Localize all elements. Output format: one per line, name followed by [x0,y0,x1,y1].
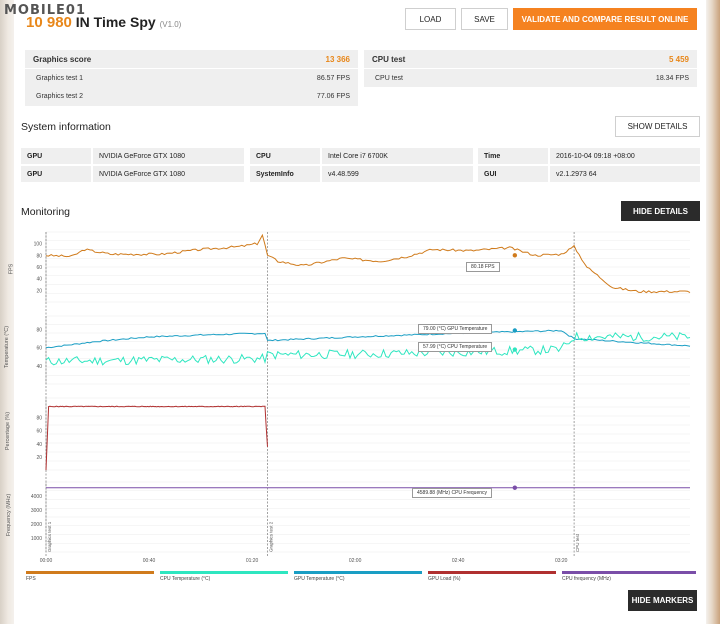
series-cpu-temperature-c- [45,331,691,366]
tooltip-cpu-temp: 57.99 (°C) CPU Temperature [418,342,493,352]
cpu-score-value: 5 459 [668,54,689,64]
gpu-temp-hover-dot [512,328,518,333]
pct-tick-label: 40 [36,442,42,448]
sysinfo-time: Time 2016-10-04 09:18 +08:00 [478,148,700,164]
hide-details-button[interactable]: HIDE DETAILS [621,201,700,221]
in-label: IN [75,14,90,30]
test-marker-label: Graphics test 1 [47,521,52,552]
fps-tick-label: 60 [36,265,42,271]
freq-tick-label: 2000 [31,522,42,528]
tooltip-cpu-freq: 4589.88 (MHz) CPU Frequency [412,488,493,498]
cpu-score-label: CPU test [372,54,406,64]
cpu-test-row: CPU test 18.34 FPS [375,74,689,82]
score-title: 10 980 IN Time Spy (V1.0) [26,14,181,31]
cpu-temp-hover-dot [512,347,518,352]
watermark-logo: MOBILE01 [4,3,86,18]
sysinfo-gpu-1: GPU NVIDIA GeForce GTX 1080 [21,148,244,164]
cpu-score-box: CPU test 5 459 CPU test 18.34 FPS [364,50,697,87]
fps-tick-label: 100 [34,242,43,248]
series-fps [45,233,691,294]
monitoring-title: Monitoring [21,206,71,218]
legend-gpu-temp[interactable]: GPU Temperature (°C) [294,571,422,583]
x-tick-label: 03:20 [555,558,568,564]
freq-tick-label: 1000 [31,536,42,542]
y-label-fps: FPS [8,263,15,275]
y-label-frequency: Frequency (MHz) [6,493,13,537]
pct-tick-label: 80 [36,416,42,422]
benchmark-version: (V1.0) [159,20,182,29]
freq-tick-label: 3000 [31,508,42,514]
pct-tick-label: 60 [36,429,42,435]
fps-tick-label: 80 [36,253,42,259]
validate-button[interactable]: VALIDATE AND COMPARE RESULT ONLINE [513,8,697,30]
tooltip-gpu-temp: 79.00 (°C) GPU Temperature [418,324,493,334]
x-tick-label: 00:00 [40,558,53,564]
fps-tick-label: 40 [36,277,42,283]
temp-tick-label: 80 [36,328,42,334]
sysinfo-gui: GUI v2.1.2973 64 [478,166,700,182]
graphics-test-1-row: Graphics test 1 86.57 FPS [36,74,350,82]
temp-tick-label: 40 [36,364,42,370]
save-button[interactable]: SAVE [461,8,508,30]
legend-gpu-load[interactable]: GPU Load (%) [428,571,556,583]
y-label-percentage: Percentage (%) [5,411,12,451]
pct-tick-label: 20 [36,455,42,461]
tooltip-fps: 80.18 FPS [466,262,500,272]
load-button[interactable]: LOAD [405,8,456,30]
cpu-freq-hover-dot [512,485,518,490]
graphics-test-2-row: Graphics test 2 77.06 FPS [36,92,350,100]
total-score: 10 980 [26,14,72,31]
graphics-score-label: Graphics score [33,54,92,64]
test-marker-label: Graphics test 2 [269,521,274,552]
benchmark-name: Time Spy [93,14,156,30]
temp-tick-label: 60 [36,346,42,352]
legend-fps[interactable]: FPS [26,571,154,583]
test-marker-label: CPU test [575,533,580,552]
system-info-title: System information [21,121,111,133]
sysinfo-cpu: CPU Intel Core i7 6700K [250,148,473,164]
show-details-button[interactable]: SHOW DETAILS [615,116,700,137]
x-tick-label: 01:20 [246,558,259,564]
series-gpu-load- [45,405,268,471]
sysinfo-gpu-2: GPU NVIDIA GeForce GTX 1080 [21,166,244,182]
graphics-score-value: 13 366 [325,54,350,64]
fps-hover-dot [512,253,518,258]
y-label-temperature: Temperature (°C) [4,325,11,369]
x-tick-label: 00:40 [143,558,156,564]
legend-cpu-temp[interactable]: CPU Temperature (°C) [160,571,288,583]
hide-markers-button[interactable]: HIDE MARKERS [628,590,697,611]
x-tick-label: 02:00 [349,558,362,564]
x-tick-label: 02:40 [452,558,465,564]
fps-tick-label: 20 [36,288,42,294]
graphics-score-box: Graphics score 13 366 Graphics test 1 86… [25,50,358,106]
legend-cpu-frequency[interactable]: CPU frequency (MHz) [562,571,696,583]
freq-tick-label: 4000 [31,494,42,500]
sysinfo-systeminfo: SystemInfo v4.48.599 [250,166,473,182]
